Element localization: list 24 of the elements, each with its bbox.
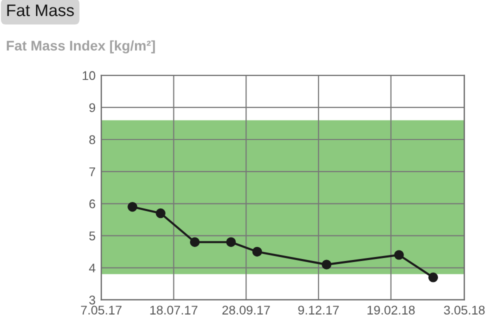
x-tick-label: 19.02.18 [368, 306, 415, 315]
y-tick-label: 3 [89, 296, 96, 304]
point [428, 272, 438, 282]
y-tick-label: 6 [89, 199, 96, 208]
point [156, 208, 166, 218]
chart-title: Fat Mass [7, 4, 74, 16]
x-tick-label: 18.07.17 [150, 306, 198, 315]
point [394, 250, 404, 260]
y-tick-label: 7 [89, 168, 96, 176]
chart-subtitle: Fat Mass Index [kg/m²] [6, 40, 155, 54]
point [252, 246, 262, 257]
point [190, 237, 200, 247]
point [128, 202, 138, 212]
x-tick-label: 3.05.18 [444, 306, 485, 315]
point [226, 237, 236, 247]
x-tick-label: 9.12.17 [298, 306, 339, 315]
y-tick-label: 8 [89, 135, 96, 144]
x-tick-label: 7.05.17 [81, 306, 122, 315]
y-tick-label: 9 [89, 103, 96, 112]
y-tick-label: 5 [89, 232, 96, 240]
point [322, 260, 332, 270]
y-tick-label: 4 [89, 264, 96, 272]
y-tick-label: 10 [82, 71, 96, 80]
x-tick-label: 28.09.17 [222, 306, 270, 315]
